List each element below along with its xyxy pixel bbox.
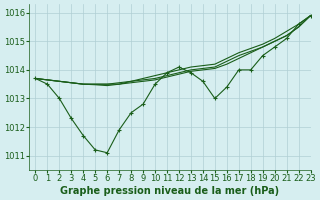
X-axis label: Graphe pression niveau de la mer (hPa): Graphe pression niveau de la mer (hPa) — [60, 186, 280, 196]
